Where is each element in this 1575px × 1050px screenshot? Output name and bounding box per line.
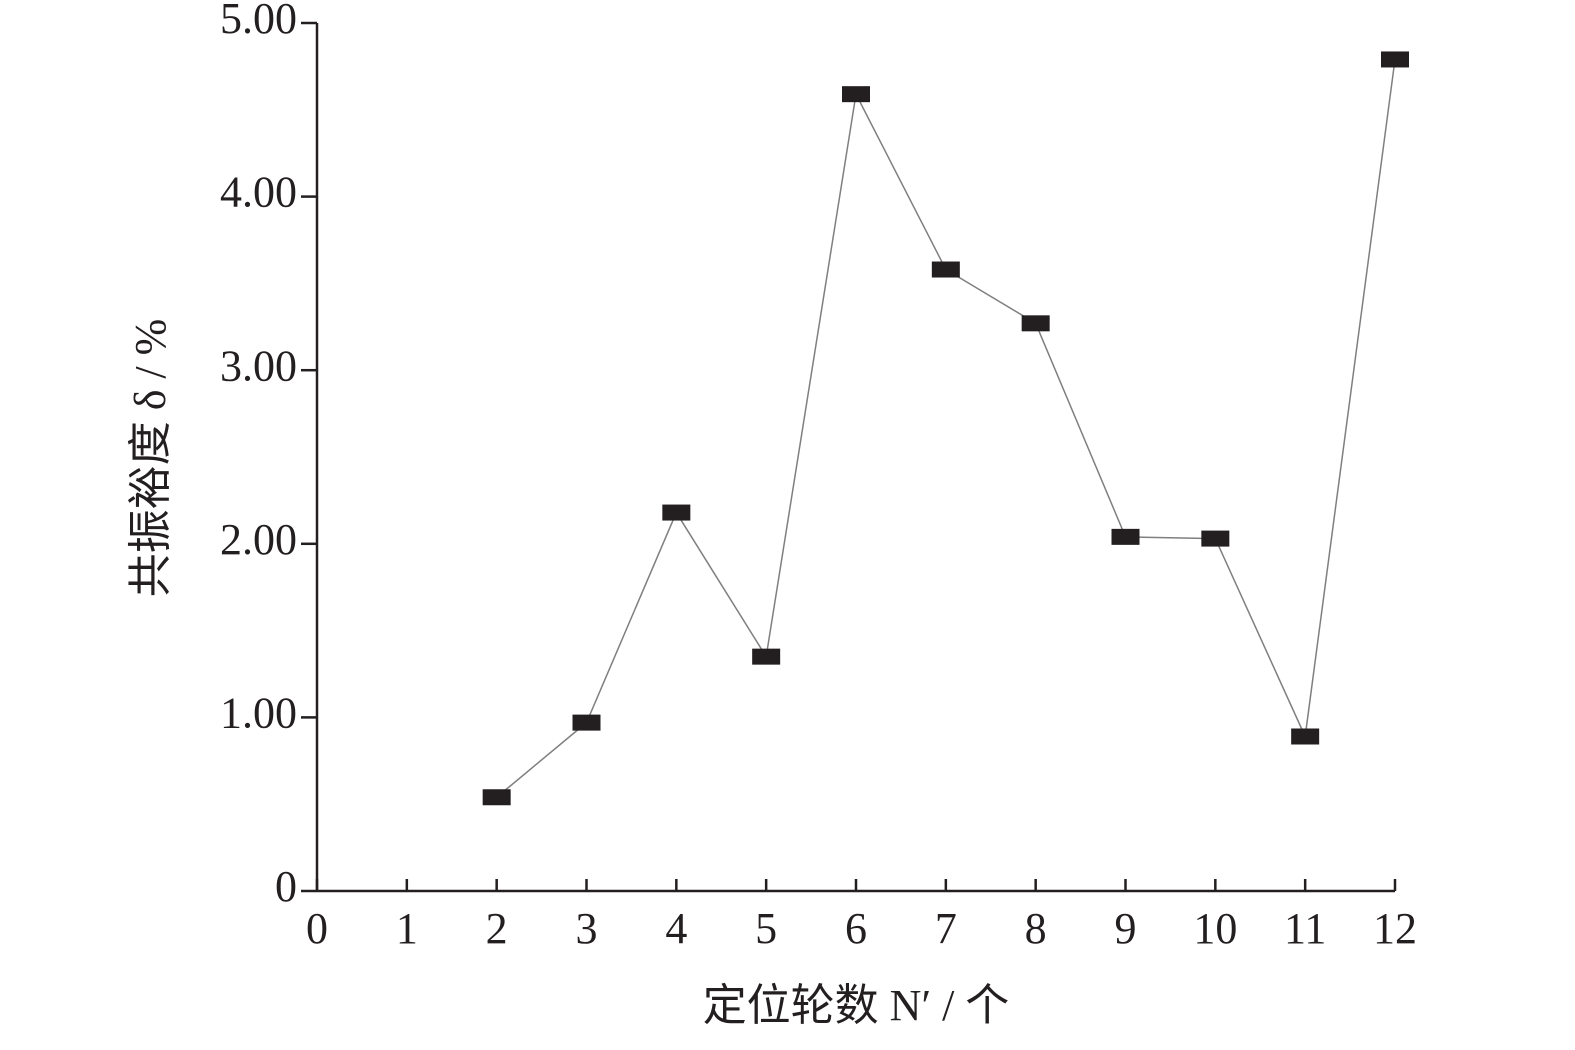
data-point <box>572 714 601 731</box>
x-tick-label: 2 <box>486 904 508 953</box>
data-point <box>931 261 960 278</box>
x-tick-label: 8 <box>1025 904 1047 953</box>
y-axis-title: 共振裕度 δ / % <box>126 319 175 598</box>
y-tick-label: 4.00 <box>220 168 297 217</box>
y-tick-label: 0 <box>275 862 297 911</box>
data-point <box>1201 530 1230 547</box>
data-point <box>1291 728 1320 745</box>
data-point <box>752 648 781 665</box>
x-axis-title: 定位轮数 N′ / 个 <box>703 981 1010 1030</box>
x-tick-label: 5 <box>755 904 777 953</box>
y-tick-label: 5.00 <box>220 0 297 43</box>
data-point <box>1021 315 1050 332</box>
series-line <box>496 59 1396 798</box>
x-tick-label: 7 <box>935 904 957 953</box>
x-tick-label: 10 <box>1193 904 1237 953</box>
data-point <box>482 789 511 806</box>
x-tick-label: 1 <box>396 904 418 953</box>
x-tick-label: 4 <box>665 904 687 953</box>
x-tick-label: 6 <box>845 904 867 953</box>
y-tick-label: 2.00 <box>220 515 297 564</box>
x-tick-label: 11 <box>1284 904 1326 953</box>
x-tick-label: 3 <box>576 904 598 953</box>
x-tick-label: 0 <box>306 904 328 953</box>
x-tick-label: 12 <box>1373 904 1417 953</box>
y-tick-label: 1.00 <box>220 688 297 737</box>
x-tick-label: 9 <box>1115 904 1137 953</box>
data-point <box>842 86 870 103</box>
y-tick-label: 3.00 <box>220 341 297 390</box>
data-point <box>1111 528 1140 545</box>
data-point <box>662 504 691 521</box>
data-point <box>1381 51 1409 68</box>
